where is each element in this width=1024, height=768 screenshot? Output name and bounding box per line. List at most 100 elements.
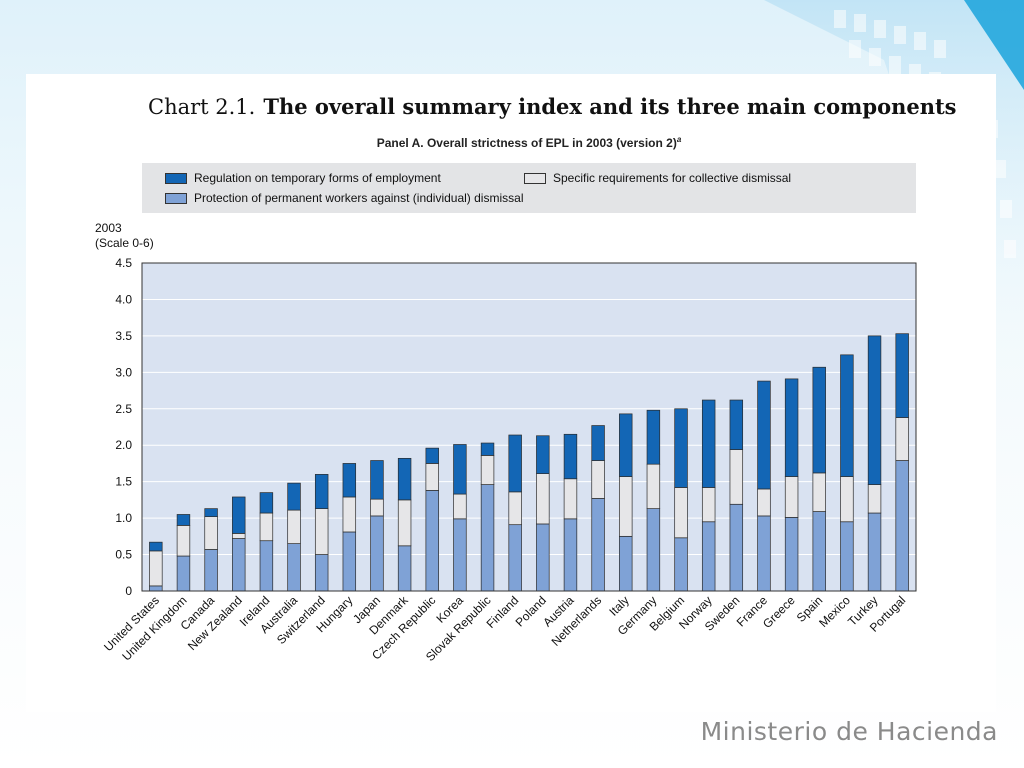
bar-segment — [619, 413, 633, 477]
bar-segment — [729, 449, 744, 505]
bar-segment — [397, 499, 412, 547]
bar-segment — [232, 533, 246, 539]
y-axis-label-scale: (Scale 0-6) — [95, 236, 154, 250]
bar-segment — [149, 585, 163, 592]
bar-segment — [591, 425, 605, 461]
legend-item-permanent: Protection of permanent workers against … — [165, 191, 523, 205]
bar-segment — [453, 518, 467, 592]
bar-segment — [370, 515, 384, 592]
bar-segment — [895, 417, 909, 461]
bar-segment — [701, 487, 716, 523]
bar-segment — [536, 523, 550, 592]
bar-segment — [536, 473, 550, 525]
bar-segment — [895, 460, 909, 592]
bar-segment — [176, 514, 191, 526]
bar-segment — [480, 455, 495, 485]
bar-segment — [867, 335, 882, 485]
bar-segment — [342, 531, 357, 592]
plot-area — [142, 263, 916, 591]
bar-segment — [149, 541, 163, 552]
legend-item-temporary: Regulation on temporary forms of employm… — [165, 171, 441, 185]
bar-segment — [701, 399, 716, 488]
y-tick-label: 2.5 — [115, 402, 132, 416]
bar-segment — [425, 447, 439, 464]
bar-segment — [259, 492, 274, 514]
bar-segment — [591, 460, 605, 499]
bar-segment — [867, 484, 882, 514]
bar-segment — [674, 537, 688, 592]
x-tick-label: Greece — [760, 593, 798, 631]
bar-segment — [314, 508, 329, 555]
bar-segment — [784, 517, 799, 592]
legend-swatch-collective — [524, 172, 546, 184]
y-tick-label: 3.5 — [115, 329, 132, 343]
bar-segment — [425, 463, 439, 491]
panel-subtitle: Panel A. Overall strictness of EPL in 20… — [142, 135, 916, 150]
bar-segment — [646, 508, 661, 592]
bar-segment — [895, 333, 909, 418]
bar-segment — [674, 487, 688, 539]
chart-number: Chart 2.1. — [148, 95, 256, 119]
legend-item-collective: Specific requirements for collective dis… — [524, 171, 791, 185]
bar-segment — [619, 535, 633, 592]
bar-segment — [840, 521, 854, 592]
bar-segment — [342, 463, 357, 498]
bar-segment — [508, 524, 522, 592]
bar-segment — [314, 474, 329, 509]
y-tick-label: 4.0 — [115, 292, 132, 306]
footer-brand: Ministerio de Hacienda — [700, 717, 998, 746]
bar-segment — [232, 496, 246, 534]
bar-segment — [563, 518, 578, 592]
bar-segment — [342, 496, 357, 533]
y-axis-label: 2003 (Scale 0-6) — [95, 221, 154, 251]
bar-segment — [287, 509, 301, 544]
y-tick-label: 1.0 — [115, 511, 132, 525]
panel-subtitle-text: Panel A. Overall strictness of EPL in 20… — [376, 136, 677, 150]
legend-label-permanent: Protection of permanent workers against … — [194, 191, 524, 205]
bar-segment — [840, 476, 854, 523]
bar-segment — [259, 512, 274, 542]
bar-segment — [204, 549, 218, 592]
bar-segment — [563, 478, 578, 520]
y-tick-label: 2.0 — [115, 438, 132, 452]
bar-segment — [204, 516, 218, 550]
bar-segment — [287, 543, 301, 592]
bar-segment — [397, 457, 412, 501]
y-tick-label: 0 — [125, 584, 132, 598]
y-tick-label: 4.5 — [115, 256, 132, 270]
bar-segment — [591, 498, 605, 592]
bar-segment — [757, 380, 771, 490]
bar-segment — [536, 435, 550, 474]
bar-segment — [674, 408, 688, 488]
bar-segment — [232, 538, 246, 592]
bar-segment — [812, 366, 826, 474]
bar-segment — [867, 512, 882, 592]
legend-swatch-temporary — [165, 172, 187, 184]
bar-segment — [176, 525, 191, 557]
x-tick-label: Mexico — [816, 593, 853, 630]
bar-segment — [729, 399, 744, 450]
bar-segment — [370, 460, 384, 500]
bar-segment — [619, 476, 633, 537]
bar-segment — [646, 409, 661, 465]
bar-segment — [812, 511, 826, 592]
bar-segment — [701, 521, 716, 592]
chart-title: Chart 2.1. The overall summary index and … — [148, 94, 957, 119]
bar-segment — [508, 491, 522, 526]
chart-legend: Regulation on temporary forms of employm… — [142, 163, 916, 213]
bar-segment — [646, 463, 661, 509]
y-axis-label-year: 2003 — [95, 221, 122, 235]
bar-segment — [204, 508, 218, 518]
bar-segment — [840, 354, 854, 477]
legend-swatch-permanent — [165, 192, 187, 204]
bar-segment — [480, 442, 495, 456]
plot-frame — [141, 262, 917, 592]
bar-segment — [757, 488, 771, 517]
legend-label-collective: Specific requirements for collective dis… — [553, 171, 792, 185]
bar-segment — [563, 433, 578, 480]
bar-segment — [757, 515, 771, 592]
bar-segment — [287, 482, 301, 511]
bar-segment — [453, 493, 467, 520]
bar-segment — [480, 484, 495, 592]
